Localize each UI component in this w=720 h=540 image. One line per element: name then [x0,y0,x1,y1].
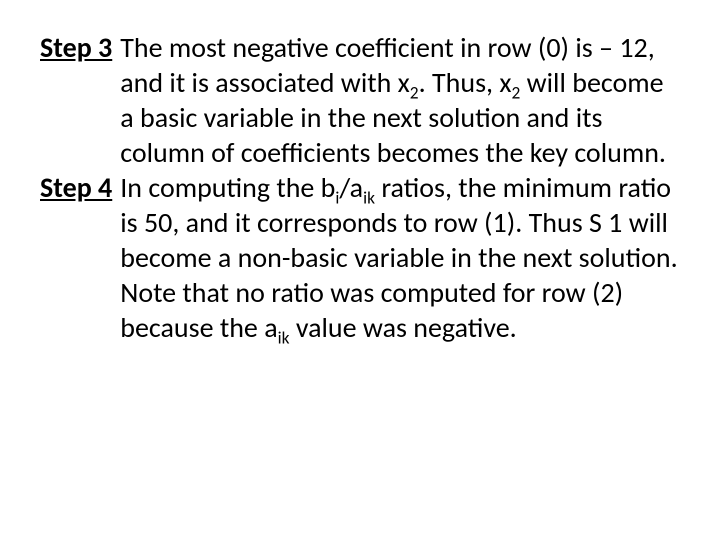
text-fragment: /a [339,170,363,205]
step-4-label: Step 4 [40,170,112,205]
step-3-label: Step 3 [40,30,112,65]
step-3-body: The most negative coefficient in row (0)… [112,30,680,170]
text-fragment: . Thus, x [419,65,512,100]
step-4-block: Step 4 In computing the bi/aik ratios, t… [40,170,680,345]
step-4-paragraph-2: Note that no ratio was computed for row … [120,275,623,345]
step-3-paragraph: The most negative coefficient in row (0)… [120,30,666,170]
step-4-row: Step 4 In computing the bi/aik ratios, t… [40,170,680,345]
step-3-row: Step 3 The most negative coefficient in … [40,30,680,170]
step-4-body: In computing the bi/aik ratios, the mini… [112,170,680,345]
text-fragment: value was negative. [290,310,517,345]
step-4-paragraph-1: In computing the bi/aik ratios, the mini… [120,170,677,275]
step-3-block: Step 3 The most negative coefficient in … [40,30,680,170]
subscript: ik [278,327,290,349]
text-fragment: In computing the b [120,170,335,205]
